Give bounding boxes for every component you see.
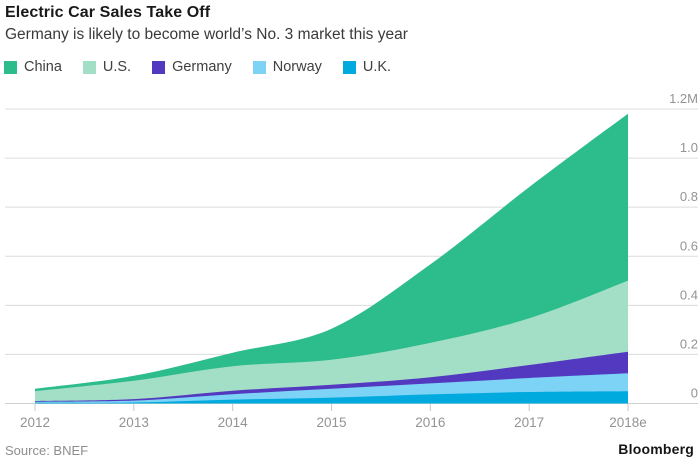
legend-swatch-icon	[342, 60, 356, 74]
area-uk	[35, 391, 628, 404]
x-tick-label: 2017	[514, 415, 544, 430]
legend-label: U.K.	[362, 59, 392, 75]
legend-label: Norway	[272, 59, 322, 75]
y-tick-label: 0.6	[680, 238, 698, 253]
x-tick-label: 2018e	[609, 415, 647, 430]
legend-label: China	[24, 59, 62, 75]
legend-swatch-icon	[152, 60, 166, 74]
legend-swatch-icon	[4, 60, 17, 74]
legend-swatch-icon	[252, 60, 266, 74]
x-tick-label: 2015	[316, 415, 346, 430]
x-tick-label: 2014	[218, 415, 249, 430]
legend-label: U.S.	[102, 59, 132, 75]
area-china	[35, 113, 628, 404]
y-tick-label: 1.0	[680, 140, 698, 155]
page-title: Electric Car Sales Take Off	[5, 4, 211, 21]
x-tick-label: 2016	[415, 415, 445, 430]
bloomberg-logo: Bloomberg	[618, 441, 694, 457]
x-tick-label: 2012	[20, 415, 50, 430]
y-tick-label: 1.2M	[669, 91, 698, 106]
legend-item-uk: U.K.	[342, 59, 392, 75]
y-tick-label: 0.8	[680, 189, 698, 204]
legend-item-us: U.S.	[82, 59, 132, 75]
legend-label: Germany	[172, 59, 232, 75]
y-tick-label: 0.2	[680, 336, 698, 351]
chart-legend: China U.S. Germany Norway U.K.	[4, 59, 391, 75]
x-tick-label: 2013	[119, 415, 149, 430]
chart-subtitle: Germany is likely to become world’s No. …	[5, 26, 408, 43]
y-tick-label: 0.4	[680, 287, 698, 302]
legend-item-china: China	[4, 59, 62, 75]
legend-item-norway: Norway	[252, 59, 322, 75]
source-credit: Source: BNEF	[5, 443, 89, 458]
legend-item-germany: Germany	[152, 59, 232, 75]
y-tick-label: 0	[691, 386, 698, 401]
legend-swatch-icon	[82, 60, 96, 74]
